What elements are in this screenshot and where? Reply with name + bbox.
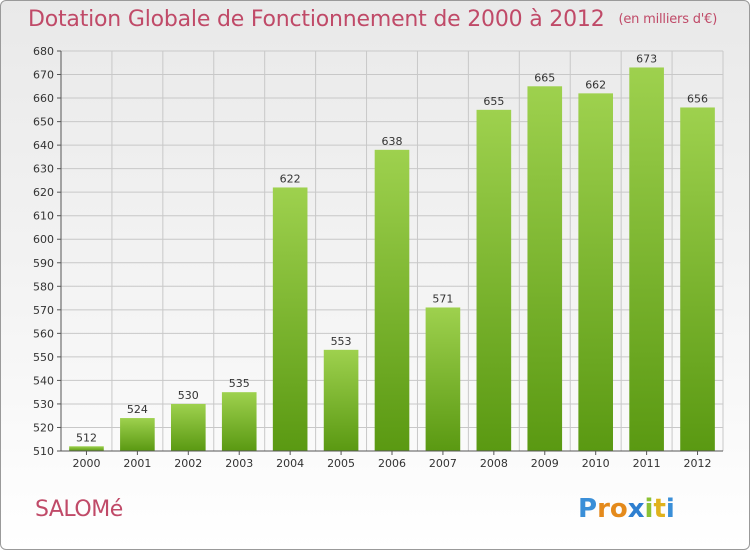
y-tick-label: 610 — [33, 210, 54, 223]
bar-2006 — [374, 149, 410, 451]
y-tick-label: 550 — [33, 351, 54, 364]
y-tick-label: 620 — [33, 186, 54, 199]
data-label-2006: 638 — [382, 135, 403, 148]
bar-2005 — [323, 349, 359, 451]
bar-chart: 512524530535622553638571655665662673656 … — [33, 45, 724, 470]
data-label-2002: 530 — [178, 389, 199, 402]
bar-2008 — [476, 109, 512, 451]
x-tick-label-2005: 2005 — [327, 457, 355, 470]
data-label-2009: 665 — [534, 71, 555, 84]
y-tick-label: 570 — [33, 304, 54, 317]
x-tick-label-2007: 2007 — [429, 457, 457, 470]
y-tick-label: 630 — [33, 163, 54, 176]
x-tick-label-2010: 2010 — [582, 457, 610, 470]
data-label-2000: 512 — [76, 431, 97, 444]
bar-2003 — [221, 392, 257, 451]
chart-title: Dotation Globale de Fonctionnement de 20… — [28, 7, 717, 32]
x-tick-label-2012: 2012 — [684, 457, 712, 470]
bar-2001 — [120, 418, 155, 451]
data-label-2008: 655 — [483, 95, 504, 108]
chart-title-text: Dotation Globale de Fonctionnement de 20… — [28, 7, 605, 32]
proxiti-logo-text: Proxiti — [578, 494, 675, 524]
x-tick-label-2004: 2004 — [276, 457, 304, 470]
bar-2010 — [578, 93, 614, 452]
chart-unit-label: (en milliers d'€) — [618, 12, 718, 27]
y-tick-label: 660 — [33, 92, 54, 105]
data-label-2010: 662 — [585, 78, 606, 91]
data-label-2003: 535 — [229, 377, 250, 390]
bar-2009 — [527, 86, 563, 451]
bar-2007 — [425, 307, 461, 451]
x-tick-label-2006: 2006 — [378, 457, 406, 470]
x-tick-label-2008: 2008 — [480, 457, 508, 470]
bar-2004 — [272, 187, 308, 451]
y-tick-label: 520 — [33, 421, 54, 434]
y-tick-label: 560 — [33, 327, 54, 340]
bar-2012 — [680, 107, 715, 452]
data-label-2012: 656 — [687, 92, 708, 105]
bar-2000 — [69, 446, 104, 451]
data-label-2004: 622 — [280, 172, 301, 185]
data-label-2011: 673 — [636, 52, 657, 65]
y-tick-label: 510 — [33, 445, 54, 458]
x-tick-label-2003: 2003 — [225, 457, 253, 470]
bar-2011 — [629, 67, 664, 452]
y-tick-label: 670 — [33, 69, 54, 82]
y-tick-label: 640 — [33, 139, 54, 152]
x-tick-label-2002: 2002 — [174, 457, 202, 470]
commune-name: SALOMé — [35, 497, 123, 522]
data-label-2007: 571 — [432, 292, 453, 305]
bars: 512 524 530 535 622 553 638 571 655 665 662 673 656 — [69, 52, 715, 452]
y-tick-label: 600 — [33, 233, 54, 246]
x-tick-label-2009: 2009 — [531, 457, 559, 470]
y-tick-label: 650 — [33, 116, 54, 129]
y-tick-label: 530 — [33, 398, 54, 411]
data-label-2005: 553 — [331, 335, 352, 348]
bar-2002 — [170, 403, 206, 451]
y-tick-label: 590 — [33, 257, 54, 270]
y-tick-label: 580 — [33, 280, 54, 293]
y-tick-label: 680 — [33, 45, 54, 58]
y-tick-label: 540 — [33, 374, 54, 387]
x-tick-label-2011: 2011 — [633, 457, 661, 470]
x-tick-label-2001: 2001 — [123, 457, 151, 470]
data-label-2001: 524 — [127, 403, 148, 416]
x-tick-label-2000: 2000 — [72, 457, 100, 470]
proxiti-logo: Proxiti — [578, 494, 675, 524]
axes: 510 520 530 540 550 560 570 580 590 600 610 620 630 6… — [33, 45, 723, 470]
